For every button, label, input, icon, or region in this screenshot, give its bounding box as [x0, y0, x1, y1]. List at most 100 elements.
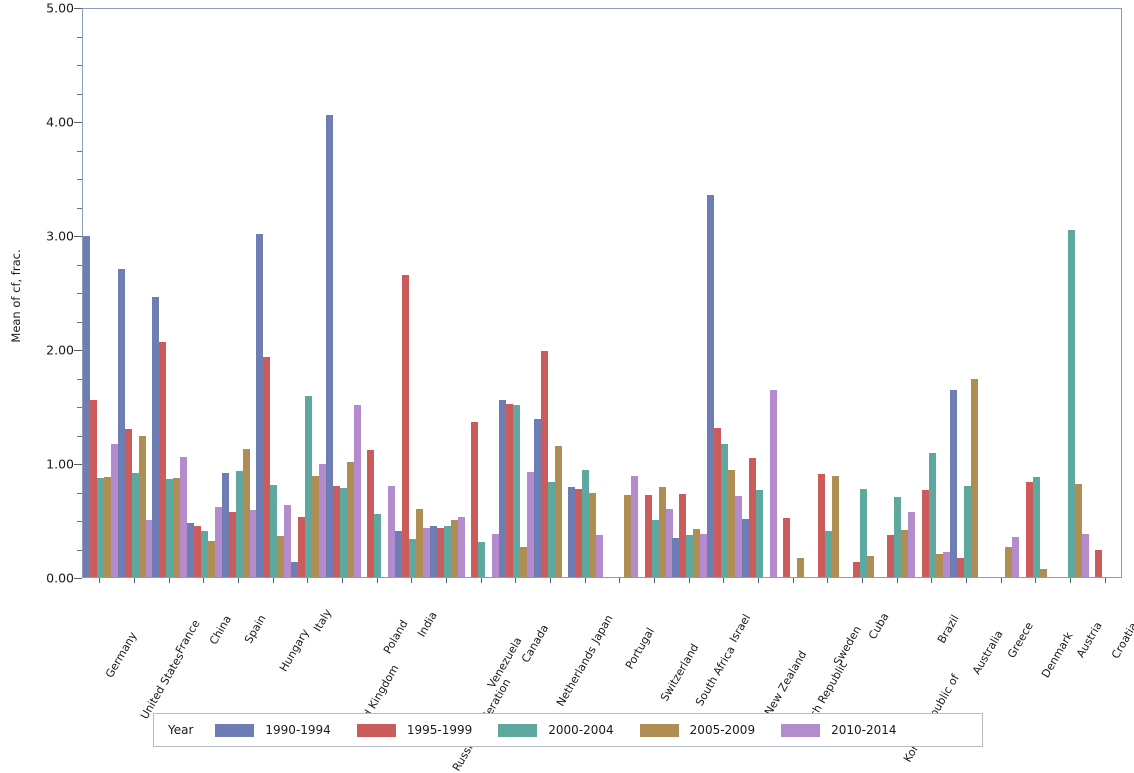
bar — [82, 236, 90, 577]
bar — [408, 539, 416, 577]
x-axis-tick-label-text: Brazil — [935, 612, 962, 646]
bar — [935, 554, 943, 577]
bar — [325, 115, 333, 577]
x-axis-tick-label: Portugal — [623, 586, 680, 671]
legend-swatch — [498, 723, 538, 737]
bar — [173, 477, 181, 577]
bar — [831, 475, 839, 577]
legend-item[interactable]: 1995-1999 — [356, 723, 472, 737]
bar — [207, 540, 215, 577]
x-axis-tick — [168, 578, 170, 583]
x-axis-tick-label-text: Switzerland — [658, 641, 702, 704]
y-axis-minor-tick — [77, 65, 82, 66]
bar — [117, 269, 125, 577]
x-axis-tick-label-text: China — [207, 613, 235, 647]
x-axis-tick-label-text: United States — [138, 650, 187, 722]
bar — [1012, 537, 1020, 577]
bar — [235, 470, 243, 577]
bar — [429, 525, 437, 577]
x-axis-tick — [931, 578, 933, 583]
x-axis-tick — [827, 578, 829, 583]
bar — [263, 356, 271, 577]
x-axis-tick-label-text: Spain — [242, 612, 269, 646]
bar — [679, 493, 687, 577]
bar — [727, 469, 735, 577]
legend-item[interactable]: 2000-2004 — [498, 723, 614, 737]
bar — [277, 535, 285, 577]
y-axis-tick — [74, 578, 82, 579]
bar — [901, 530, 909, 577]
y-axis-tick — [74, 8, 82, 9]
x-axis-tick — [896, 578, 898, 583]
x-axis-tick-label-text: Portugal — [623, 625, 658, 672]
y-axis-minor-tick — [77, 378, 82, 380]
y-axis-minor-tick — [77, 321, 82, 323]
legend-item[interactable]: 1990-1994 — [215, 723, 331, 737]
y-axis-minor-tick — [77, 150, 82, 152]
bar — [436, 527, 444, 577]
bar — [401, 274, 409, 577]
y-axis-minor-tick — [77, 36, 82, 38]
bar — [824, 531, 832, 577]
bar — [131, 473, 139, 577]
bar — [388, 485, 396, 577]
legend-items: 1990-1994 1995-1999 2000-2004 2005-2009 2010… — [215, 723, 922, 737]
bar — [700, 533, 708, 577]
x-axis-tick — [966, 578, 967, 583]
bar — [498, 400, 506, 577]
x-axis-tick-label: Brazil — [935, 586, 978, 646]
bar — [630, 475, 638, 577]
bar — [686, 534, 694, 577]
bar — [346, 461, 354, 577]
bar — [769, 390, 777, 577]
legend-item[interactable]: 2010-2014 — [781, 723, 897, 737]
x-axis-tick-label-text: Japan — [588, 612, 616, 646]
y-axis-minor-tick — [77, 93, 82, 95]
y-axis-tick — [74, 122, 82, 123]
bar — [568, 486, 576, 577]
x-axis-tick-label-text: Hungary — [276, 626, 312, 674]
bar — [1081, 533, 1089, 577]
legend-swatch — [215, 723, 255, 737]
bar — [1025, 482, 1033, 577]
bar — [963, 485, 971, 577]
bar — [415, 508, 423, 577]
bar — [249, 509, 257, 577]
y-axis-minor-tick — [77, 207, 82, 209]
bar — [554, 445, 562, 577]
legend-item[interactable]: 2005-2009 — [639, 723, 755, 737]
bar — [318, 464, 326, 577]
bar-chart: Mean of cf, frac. 0.00 1.00 2.00 3.00 4.00 5.… — [9, 1, 1134, 773]
bar — [519, 547, 527, 577]
x-axis-tick — [342, 578, 343, 583]
bar — [589, 492, 597, 577]
bar — [734, 496, 742, 577]
bar — [665, 508, 673, 577]
bar — [623, 494, 631, 577]
y-axis-minor-tick — [77, 435, 82, 437]
bar — [242, 449, 250, 577]
x-axis-tick-label: Japan — [589, 586, 631, 646]
bar — [672, 538, 680, 577]
x-axis-tick — [376, 578, 378, 583]
bar — [693, 529, 701, 577]
x-axis-tick — [654, 578, 655, 583]
x-axis-tick — [688, 578, 690, 583]
x-axis-tick — [515, 578, 517, 583]
bar — [422, 527, 430, 577]
bar — [859, 489, 867, 577]
x-axis-tick — [134, 578, 135, 583]
bar — [443, 525, 451, 577]
x-axis-tick — [203, 578, 205, 583]
bar — [505, 403, 513, 577]
bar — [159, 342, 167, 577]
bar — [908, 512, 916, 577]
y-axis-minor-tick — [77, 264, 82, 266]
bar — [741, 518, 749, 577]
bar — [256, 233, 264, 577]
bar — [304, 395, 312, 577]
bar — [748, 458, 756, 577]
bar — [887, 534, 895, 577]
y-axis-minor-tick — [77, 521, 82, 522]
legend: Year 1990-1994 1995-1999 2000-2004 2005-200… — [153, 713, 983, 747]
